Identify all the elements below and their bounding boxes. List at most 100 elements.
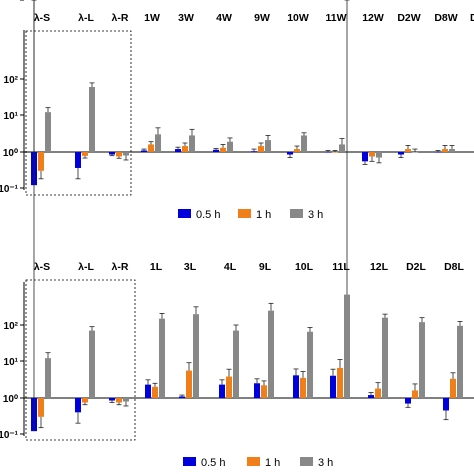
bar — [116, 398, 122, 403]
bar — [301, 135, 307, 152]
bar — [412, 152, 418, 153]
legend-swatch — [290, 209, 303, 218]
bar — [344, 294, 350, 398]
bar — [450, 378, 456, 398]
bar — [219, 384, 225, 398]
legend-label: 3 h — [318, 457, 333, 469]
bar — [159, 318, 165, 398]
legend-swatch — [300, 457, 313, 466]
bar — [300, 377, 306, 398]
bar — [227, 141, 233, 152]
y-tick-label: 10⁻¹ — [0, 430, 19, 441]
bar — [213, 149, 219, 152]
bar — [82, 398, 88, 403]
category-label: λ-L — [78, 12, 94, 24]
bar — [45, 358, 51, 398]
bar — [268, 310, 274, 398]
category-label: 3W — [178, 12, 194, 24]
bar — [145, 384, 151, 398]
category-label: 3L — [184, 261, 197, 273]
bar — [89, 330, 95, 398]
category-label: λ-L — [78, 261, 94, 273]
y-tick-label: 10⁰ — [3, 148, 18, 159]
category-label: 11W — [325, 12, 346, 24]
bar — [261, 385, 267, 398]
legend-label: 3 h — [308, 209, 323, 221]
control-group-box — [25, 30, 132, 196]
bar — [307, 331, 313, 398]
category-label: D8W — [434, 12, 457, 24]
y-tick-label: 10¹ — [4, 357, 19, 368]
bar — [141, 150, 147, 152]
bar — [254, 383, 260, 398]
bar — [412, 390, 418, 398]
category-label: λ-R — [112, 261, 129, 273]
bar — [251, 151, 257, 152]
bar — [376, 152, 382, 158]
bar — [443, 398, 449, 411]
bar — [89, 86, 95, 152]
category-label: 4W — [216, 12, 232, 24]
legend-swatch — [183, 457, 196, 466]
bar — [362, 152, 368, 162]
bar — [265, 140, 271, 152]
bar — [82, 152, 88, 156]
category-label: 9W — [254, 12, 270, 24]
category-label: 1W — [144, 12, 160, 24]
bar — [189, 135, 195, 152]
bar — [179, 396, 185, 398]
legend-swatch — [238, 209, 251, 218]
bar — [369, 152, 375, 157]
legend-label: 1 h — [265, 457, 280, 469]
bar — [375, 388, 381, 398]
bar — [123, 398, 129, 402]
bar — [155, 134, 161, 152]
bar — [38, 152, 44, 171]
y-tick-label: 10⁻¹ — [0, 184, 19, 195]
category-label: 1L — [150, 261, 163, 273]
category-label: λ-S — [34, 261, 50, 273]
control-group-box — [25, 279, 136, 441]
legend-label: 0.5 h — [201, 457, 225, 469]
bar — [419, 322, 425, 398]
category-label: D8L — [444, 261, 464, 273]
legend-swatch — [178, 209, 191, 218]
category-label: λ-R — [112, 12, 129, 24]
bar — [45, 112, 51, 152]
bar — [175, 149, 181, 152]
category-label: D2W — [397, 12, 420, 24]
bar — [294, 149, 300, 152]
category-label: D2L — [406, 261, 426, 273]
bar — [339, 144, 345, 152]
bar — [233, 330, 239, 398]
bar — [382, 317, 388, 398]
y-tick-label: 10³ — [4, 0, 19, 3]
bar — [368, 395, 374, 398]
category-label-partial: D — [470, 12, 474, 24]
bar — [123, 152, 129, 156]
bar — [398, 152, 404, 155]
category-label: 10L — [295, 261, 314, 273]
bar — [332, 152, 338, 153]
category-label: 10W — [287, 12, 309, 24]
bar — [148, 144, 154, 152]
bar — [325, 152, 331, 153]
bar — [258, 146, 264, 152]
bar — [293, 375, 299, 398]
y-tick-label: 10² — [4, 75, 19, 86]
bar — [116, 152, 122, 157]
category-label: λ-S — [34, 12, 50, 24]
bar — [435, 152, 441, 153]
category-label: 12W — [362, 12, 384, 24]
legend-label: 0.5 h — [196, 209, 220, 221]
bar — [405, 398, 411, 404]
bar — [75, 398, 81, 413]
bar — [330, 375, 336, 398]
bar — [38, 398, 44, 417]
bar — [449, 149, 455, 152]
bar — [405, 149, 411, 152]
bar — [109, 398, 115, 401]
category-label: 11L — [332, 261, 350, 273]
y-tick-label: 10⁰ — [3, 394, 18, 405]
